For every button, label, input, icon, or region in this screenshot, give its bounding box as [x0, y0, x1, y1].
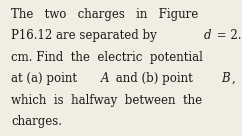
Text: = 2.00: = 2.00: [213, 29, 242, 42]
Text: cm. Find  the  electric  potential: cm. Find the electric potential: [11, 51, 203, 64]
Text: charges.: charges.: [11, 115, 62, 128]
Text: A: A: [101, 72, 109, 85]
Text: P16.12 are separated by: P16.12 are separated by: [11, 29, 160, 42]
Text: at (a) point: at (a) point: [11, 72, 81, 85]
Text: which  is  halfway  between  the: which is halfway between the: [11, 94, 202, 107]
Text: ,: ,: [232, 72, 236, 85]
Text: B: B: [221, 72, 229, 85]
Text: d: d: [204, 29, 211, 42]
Text: and (b) point: and (b) point: [112, 72, 196, 85]
Text: The   two   charges   in   Figure: The two charges in Figure: [11, 8, 198, 21]
